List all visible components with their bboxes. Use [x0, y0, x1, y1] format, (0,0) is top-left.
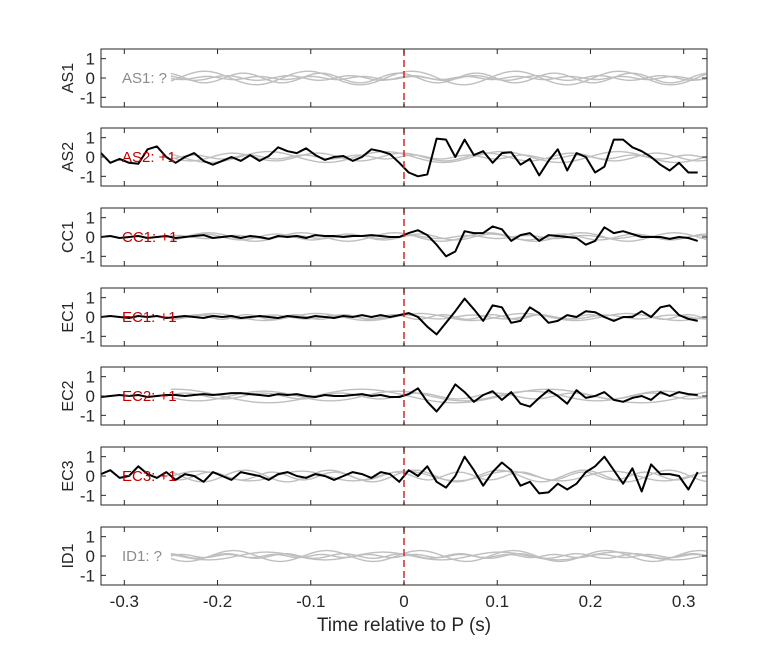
x-tick-label: -0.1 [296, 592, 325, 611]
highlight-trace [101, 225, 698, 258]
background-trace-4 [170, 74, 707, 82]
background-trace-3 [170, 551, 707, 561]
station-annotation: AS1: ? [122, 70, 167, 87]
x-tick-label: -0.3 [110, 592, 139, 611]
highlight-trace [101, 455, 699, 495]
background-trace-3 [170, 470, 707, 482]
station-annotation: EC2: +1 [122, 388, 177, 405]
highlight-trace [101, 383, 698, 413]
background-trace-2 [170, 70, 707, 86]
highlight-trace [101, 297, 698, 336]
background-trace-3 [170, 72, 707, 84]
station-annotation: EC3: +1 [122, 468, 177, 485]
background-trace-3 [170, 150, 707, 164]
y-tick-label: 1 [86, 528, 95, 547]
x-tick-label: 0.1 [485, 592, 509, 611]
y-tick-label: -1 [80, 486, 95, 505]
y-tick-label: 0 [86, 69, 95, 88]
station-ylabel: CC1 [60, 221, 77, 253]
station-annotation: EC1: +1 [122, 309, 177, 326]
station-annotation: CC1: +1 [122, 229, 177, 246]
station-annotation: AS2: +1 [122, 149, 176, 166]
station-annotation: ID1: ? [122, 548, 162, 565]
background-trace-2 [170, 392, 707, 400]
y-tick-label: -1 [80, 88, 95, 107]
background-trace-1 [170, 234, 707, 240]
y-tick-label: 0 [86, 148, 95, 167]
y-tick-label: -1 [80, 167, 95, 186]
background-trace-4 [170, 553, 707, 559]
y-tick-label: 1 [86, 129, 95, 148]
x-tick-label: 0 [399, 592, 408, 611]
background-trace-2 [170, 152, 707, 162]
y-tick-label: 1 [86, 448, 95, 467]
y-tick-label: 0 [86, 467, 95, 486]
highlight-trace [101, 137, 698, 178]
y-tick-label: -1 [80, 327, 95, 346]
y-tick-label: 1 [86, 50, 95, 69]
station-ylabel: AS2 [60, 142, 77, 172]
y-tick-label: 1 [86, 368, 95, 387]
y-tick-label: 1 [86, 209, 95, 228]
background-trace-2 [170, 231, 707, 243]
x-axis-label: Time relative to P (s) [317, 615, 491, 636]
background-trace-1 [170, 154, 707, 160]
station-ylabel: AS1 [60, 63, 77, 93]
y-tick-label: -1 [80, 247, 95, 266]
y-tick-label: 0 [86, 387, 95, 406]
y-tick-label: -1 [80, 406, 95, 425]
station-ylabel: ID1 [60, 543, 77, 568]
x-tick-label: 0.2 [579, 592, 603, 611]
x-tick-label: -0.2 [203, 592, 232, 611]
station-ylabel: EC2 [60, 380, 77, 411]
station-ylabel: EC3 [60, 460, 77, 491]
y-tick-label: 0 [86, 547, 95, 566]
station-ylabel: EC1 [60, 301, 77, 332]
y-tick-label: 1 [86, 289, 95, 308]
y-tick-label: 0 [86, 228, 95, 247]
y-tick-label: 0 [86, 308, 95, 327]
y-tick-label: -1 [80, 566, 95, 585]
x-tick-label: 0.3 [672, 592, 696, 611]
